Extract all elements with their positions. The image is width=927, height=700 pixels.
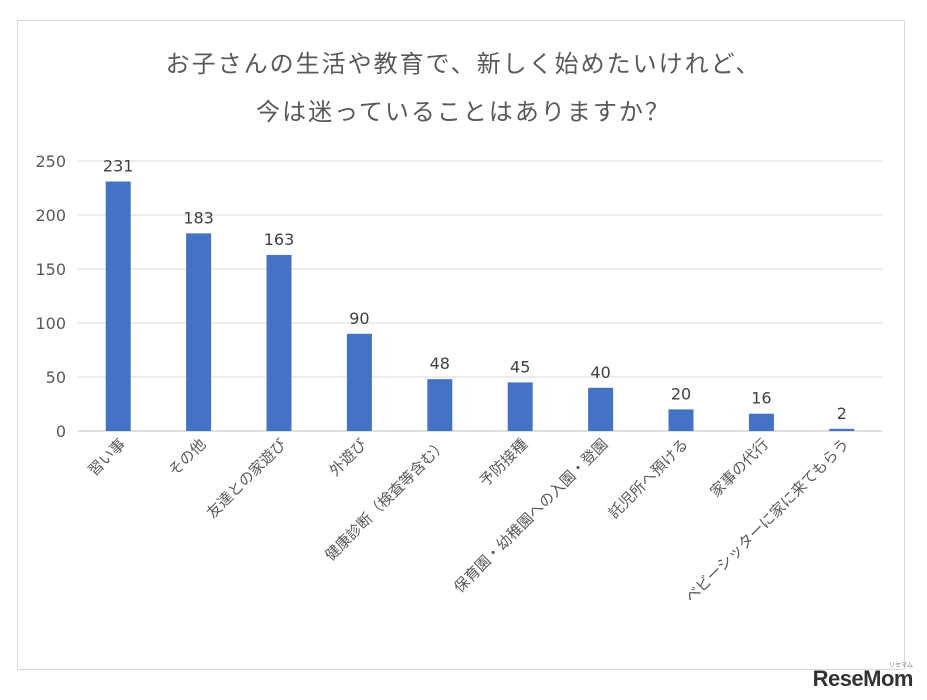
data-label: 163	[264, 230, 295, 249]
y-tick-label: 0	[56, 422, 66, 441]
bar	[427, 379, 453, 431]
data-label: 16	[751, 389, 771, 408]
bar	[829, 428, 855, 431]
bar	[668, 409, 694, 431]
x-tick-label: ベビーシッターに家に来てもらう	[682, 435, 853, 606]
chart-frame	[17, 20, 905, 670]
x-tick-label: その他	[165, 435, 210, 480]
logo-subtext: リセマム	[888, 662, 913, 669]
bar	[588, 387, 614, 431]
x-tick-label: 託児所へ預ける	[605, 435, 692, 522]
bar	[346, 333, 372, 431]
y-tick-label: 200	[35, 206, 66, 225]
x-tick-label: 外遊び	[326, 435, 371, 480]
x-tick-label: 保育園・幼稚園への入園・登園	[450, 435, 611, 596]
data-label: 90	[349, 309, 369, 328]
bar	[507, 382, 533, 431]
bar	[748, 413, 774, 431]
data-label: 183	[183, 208, 214, 227]
resemom-logo: ReseMom	[812, 666, 914, 691]
bar	[266, 254, 292, 431]
data-label: 40	[590, 363, 610, 382]
y-tick-label: 250	[35, 152, 66, 171]
x-tick-label: 予防接種	[476, 435, 531, 490]
y-tick-label: 150	[35, 260, 66, 279]
data-label: 45	[510, 357, 530, 376]
x-tick-label: 家事の代行	[706, 435, 772, 501]
data-label: 48	[430, 354, 450, 373]
y-tick-label: 50	[46, 368, 66, 387]
x-tick-label: 習い事	[84, 435, 129, 480]
bar	[105, 181, 131, 431]
data-label: 231	[103, 157, 134, 176]
bar	[186, 233, 212, 431]
data-label: 20	[671, 384, 691, 403]
y-tick-label: 100	[35, 314, 66, 333]
data-label: 2	[837, 404, 847, 423]
chart-title-line-1: お子さんの生活や教育で、新しく始めたいけれど、	[165, 50, 762, 78]
x-tick-label: 友達との家遊び	[203, 435, 290, 522]
chart-title-line-2: 今は迷っていることはありますか？	[256, 98, 671, 126]
